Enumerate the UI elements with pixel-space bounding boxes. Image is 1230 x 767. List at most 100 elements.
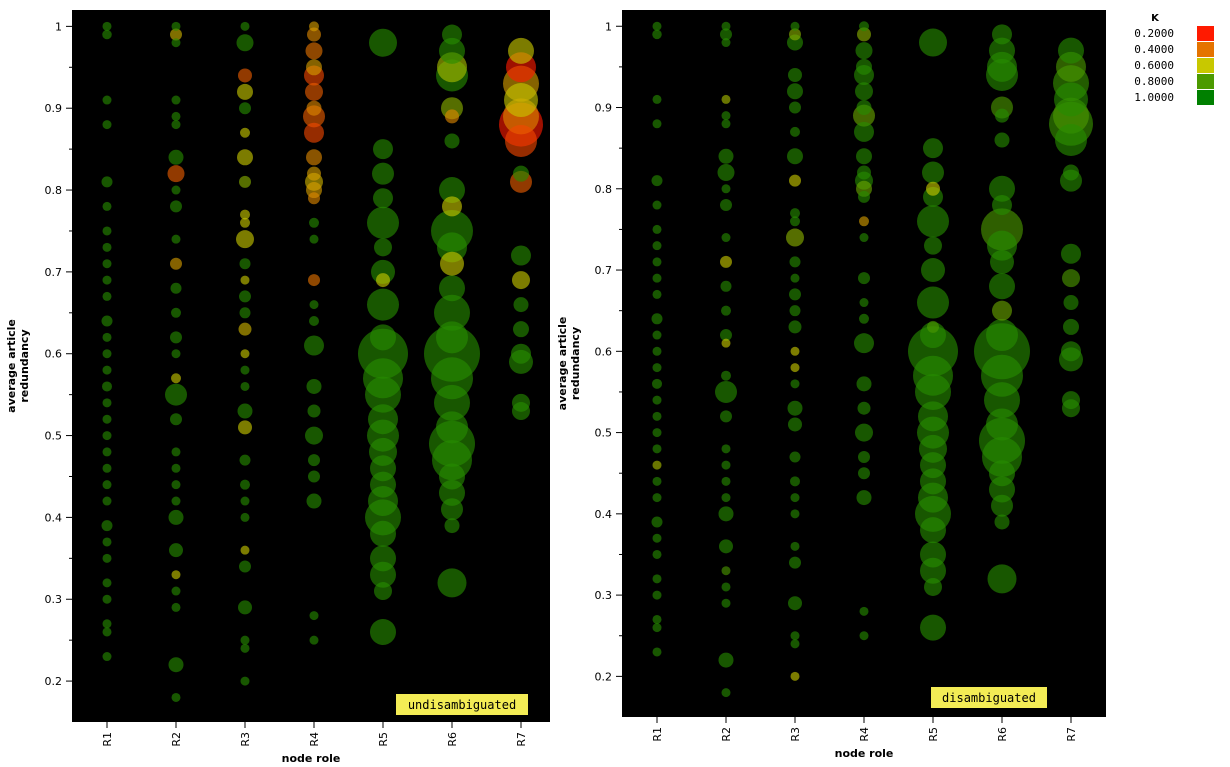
bubble-column-R5 xyxy=(358,28,408,645)
y-tick-label: 0.4 xyxy=(595,508,613,521)
data-bubble xyxy=(239,175,251,188)
data-bubble xyxy=(239,290,251,303)
data-bubble xyxy=(434,384,470,421)
legend-swatch xyxy=(1197,42,1214,57)
legend-entry-label: 0.4000 xyxy=(1134,43,1174,56)
data-bubble xyxy=(102,652,112,662)
data-bubble xyxy=(788,68,802,83)
data-bubble xyxy=(308,274,320,287)
x-tick-label-R2: R2 xyxy=(170,732,183,747)
data-bubble xyxy=(721,119,731,129)
data-bubble xyxy=(854,121,874,142)
y-tick-label: 0.3 xyxy=(595,589,613,602)
data-bubble xyxy=(306,149,322,166)
data-bubble xyxy=(305,426,323,445)
data-bubble xyxy=(102,29,112,40)
data-bubble xyxy=(511,343,531,364)
data-bubble xyxy=(786,228,804,247)
data-bubble xyxy=(920,322,946,349)
data-bubble xyxy=(168,657,184,673)
data-bubble xyxy=(171,496,181,506)
data-bubble xyxy=(1063,295,1079,311)
bubble-column-R4 xyxy=(303,21,325,645)
data-bubble xyxy=(790,273,800,283)
data-bubble xyxy=(171,349,181,359)
data-bubble xyxy=(989,273,1015,300)
data-bubble xyxy=(170,413,182,426)
data-bubble xyxy=(858,190,870,203)
data-bubble xyxy=(652,330,662,340)
y-tick-label: 0.9 xyxy=(595,102,613,115)
y-tick-label: 0.2 xyxy=(595,670,613,683)
data-bubble xyxy=(787,400,803,416)
data-bubble xyxy=(1063,318,1079,335)
data-bubble xyxy=(652,533,662,543)
data-bubble xyxy=(652,444,662,454)
data-bubble xyxy=(859,313,869,324)
data-bubble xyxy=(102,120,112,130)
data-bubble xyxy=(171,463,181,473)
data-bubble xyxy=(790,208,800,219)
data-bubble xyxy=(927,320,939,333)
data-bubble xyxy=(101,176,113,188)
data-bubble xyxy=(171,602,181,612)
data-bubble xyxy=(859,216,869,227)
data-bubble xyxy=(171,234,181,244)
data-bubble xyxy=(652,647,662,657)
data-bubble xyxy=(102,332,112,342)
data-bubble xyxy=(305,42,323,60)
data-bubble xyxy=(238,600,252,615)
data-bubble xyxy=(718,148,734,164)
data-bubble xyxy=(789,451,801,463)
y-axis-title: average articleredundancy xyxy=(5,319,31,413)
data-bubble xyxy=(102,259,112,269)
data-bubble xyxy=(721,493,731,503)
x-tick-label-R5: R5 xyxy=(927,727,940,742)
data-bubble xyxy=(436,411,468,444)
data-bubble xyxy=(512,271,530,290)
data-bubble xyxy=(856,58,872,75)
data-bubble xyxy=(102,447,112,457)
y-tick-label: 0.6 xyxy=(595,345,613,358)
data-bubble xyxy=(718,506,734,522)
data-bubble xyxy=(652,590,662,600)
data-bubble xyxy=(917,286,949,319)
data-bubble xyxy=(721,305,731,316)
data-bubble xyxy=(788,320,802,334)
data-bubble xyxy=(306,493,322,509)
data-bubble xyxy=(101,315,113,327)
data-bubble xyxy=(652,411,662,421)
data-bubble xyxy=(789,101,801,114)
data-bubble xyxy=(922,161,944,184)
panel-tag-box xyxy=(396,694,528,715)
data-bubble xyxy=(167,165,185,183)
data-bubble xyxy=(102,463,112,473)
data-bubble xyxy=(721,94,731,104)
data-bubble xyxy=(240,275,250,285)
y-tick-label: 0.3 xyxy=(45,593,63,606)
data-bubble xyxy=(373,188,393,209)
data-bubble xyxy=(924,236,942,255)
data-bubble xyxy=(240,479,250,490)
data-bubble xyxy=(859,298,869,308)
data-bubble xyxy=(102,431,112,441)
data-bubble xyxy=(790,476,800,487)
data-bubble xyxy=(102,381,112,392)
data-bubble xyxy=(304,122,324,143)
data-bubble xyxy=(170,257,182,270)
data-bubble xyxy=(652,460,662,470)
data-bubble xyxy=(238,322,252,336)
data-bubble xyxy=(859,233,869,243)
data-bubble xyxy=(370,618,396,645)
data-bubble xyxy=(721,338,731,348)
data-bubble xyxy=(237,149,253,166)
data-bubble xyxy=(990,249,1014,274)
data-bubble xyxy=(373,139,393,160)
data-bubble xyxy=(854,333,874,354)
data-bubble xyxy=(721,688,731,698)
data-bubble xyxy=(652,395,662,405)
x-tick-label-R4: R4 xyxy=(858,727,871,742)
data-bubble xyxy=(651,175,663,187)
data-bubble xyxy=(240,496,250,506)
data-bubble xyxy=(921,258,945,283)
